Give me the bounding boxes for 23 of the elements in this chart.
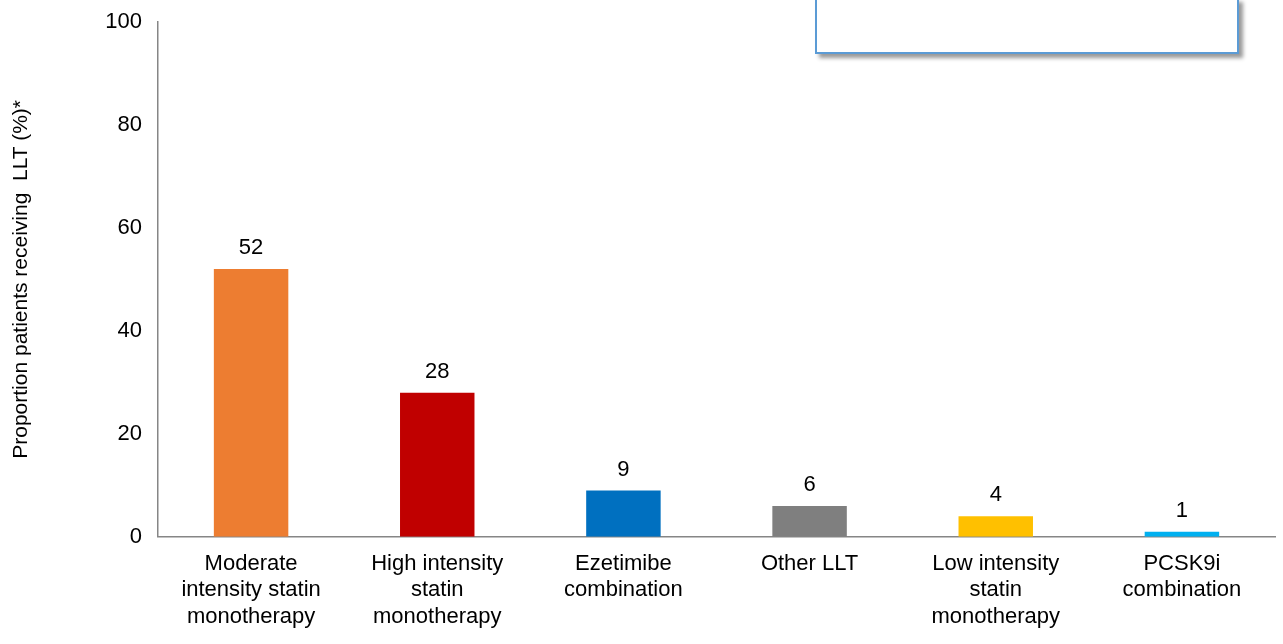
y-axis-title: Proportion patients receiving LLT (%)* [8, 100, 32, 459]
x-tick-label: Other LLT [760, 550, 859, 576]
x-tick-label: Low intensity statin monotherapy [931, 550, 1060, 628]
x-tick-label: Ezetimibe combination [564, 550, 683, 602]
bar [958, 516, 1033, 537]
data-label: 1 [1175, 496, 1189, 522]
x-tick-label: High intensity statin monotherapy [371, 550, 504, 628]
data-label: 4 [989, 481, 1002, 507]
y-tick-label: 60 [117, 213, 142, 239]
bar [586, 490, 661, 537]
y-tick-label: 0 [129, 522, 142, 548]
y-tick-label: 80 [117, 111, 142, 137]
bar [400, 392, 475, 537]
data-label: 28 [425, 357, 450, 383]
data-label: 52 [238, 234, 264, 260]
x-tick-label: PCSK9i combination [1122, 550, 1242, 602]
y-tick-label: 100 [105, 8, 142, 34]
y-tick-label: 20 [117, 419, 142, 445]
bar [213, 269, 289, 537]
data-label: 9 [617, 455, 630, 481]
y-tick-label: 40 [117, 316, 142, 342]
x-tick-label: Moderate intensity statin monotherapy [181, 550, 321, 628]
data-label: 6 [803, 470, 816, 496]
